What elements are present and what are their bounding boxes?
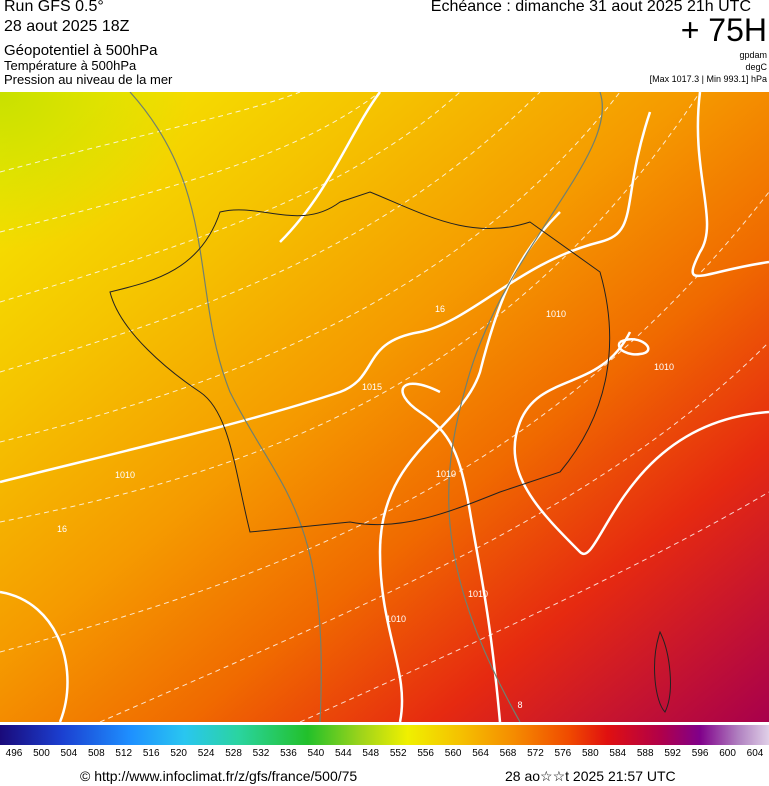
scale-label: 584 [609, 748, 627, 759]
scale-label: 604 [746, 748, 764, 759]
run: Run GFS 0.5° [4, 0, 104, 15]
scale-label: 552 [389, 748, 407, 759]
scale-label: 568 [499, 748, 517, 759]
scale-label: 536 [280, 748, 297, 759]
scale-label: 540 [307, 748, 325, 759]
scale-label: 548 [362, 748, 380, 759]
scale-label: 560 [444, 748, 462, 759]
isotherms [0, 92, 769, 722]
map: 1010101510101010101010101010101016168 [0, 92, 769, 722]
scale-label: 596 [691, 748, 709, 759]
scale-label: 520 [170, 748, 187, 759]
geopotential [129, 92, 603, 722]
scale-label: 500 [33, 748, 50, 759]
contour-label: 16 [57, 524, 67, 534]
scale-label: 512 [115, 748, 133, 759]
scale-label: 576 [554, 748, 572, 759]
scale-label: 496 [5, 748, 23, 759]
field: Géopotentiel à 500hPa [4, 42, 158, 59]
contour-label: 1010 [546, 309, 566, 319]
contour-label: 1010 [386, 614, 406, 624]
timestamp: 28 ao☆☆t 2025 21:57 UTC [505, 768, 676, 784]
field: Température à 500hPa [4, 58, 137, 73]
france-outline [109, 191, 611, 533]
contour-label: 1015 [362, 382, 382, 392]
scale-label: 504 [60, 748, 78, 759]
scale-label: 556 [417, 748, 434, 759]
scale-label: 528 [225, 748, 242, 759]
field-fill [0, 92, 769, 722]
scale-label: 508 [87, 748, 105, 759]
contour-label: 1010 [654, 362, 674, 372]
field: Pression au niveau de la mer [4, 72, 173, 87]
scale-label: 524 [197, 748, 215, 759]
scale-label: 516 [142, 748, 160, 759]
unit: degC [745, 62, 767, 72]
source-url: © http://www.infoclimat.fr/z/gfs/france/… [80, 768, 358, 784]
contour-label: 1010 [115, 470, 135, 480]
scale-label: 588 [636, 748, 654, 759]
run-date: 28 aout 2025 18Z [4, 18, 130, 35]
scale-label: 564 [472, 748, 489, 759]
color-scale [0, 725, 769, 745]
contour-label: 1010 [436, 469, 456, 479]
echeance: Echéance : dimanche 31 aout 2025 21h UTC [430, 0, 751, 15]
scale-label: 600 [719, 748, 736, 759]
contour-label: 1010 [468, 589, 488, 599]
lead-time: + 75H [680, 12, 767, 48]
scale-label: 572 [527, 748, 544, 759]
scale-label: 580 [581, 748, 599, 759]
min-max: [Max 1017.3 | Min 993.1] hPa [649, 74, 767, 84]
scale-label: 592 [664, 748, 681, 759]
scale-label: 532 [252, 748, 270, 759]
color-scale-labels: 496 500 504 508 512 516 520 524 528 532 536 540 544 5… [0, 748, 769, 762]
contour-label: 8 [517, 700, 522, 710]
corsica-outline [654, 630, 671, 713]
contour-label: 16 [435, 304, 445, 314]
unit: gpdam [739, 50, 767, 60]
scale-label: 544 [334, 748, 352, 759]
